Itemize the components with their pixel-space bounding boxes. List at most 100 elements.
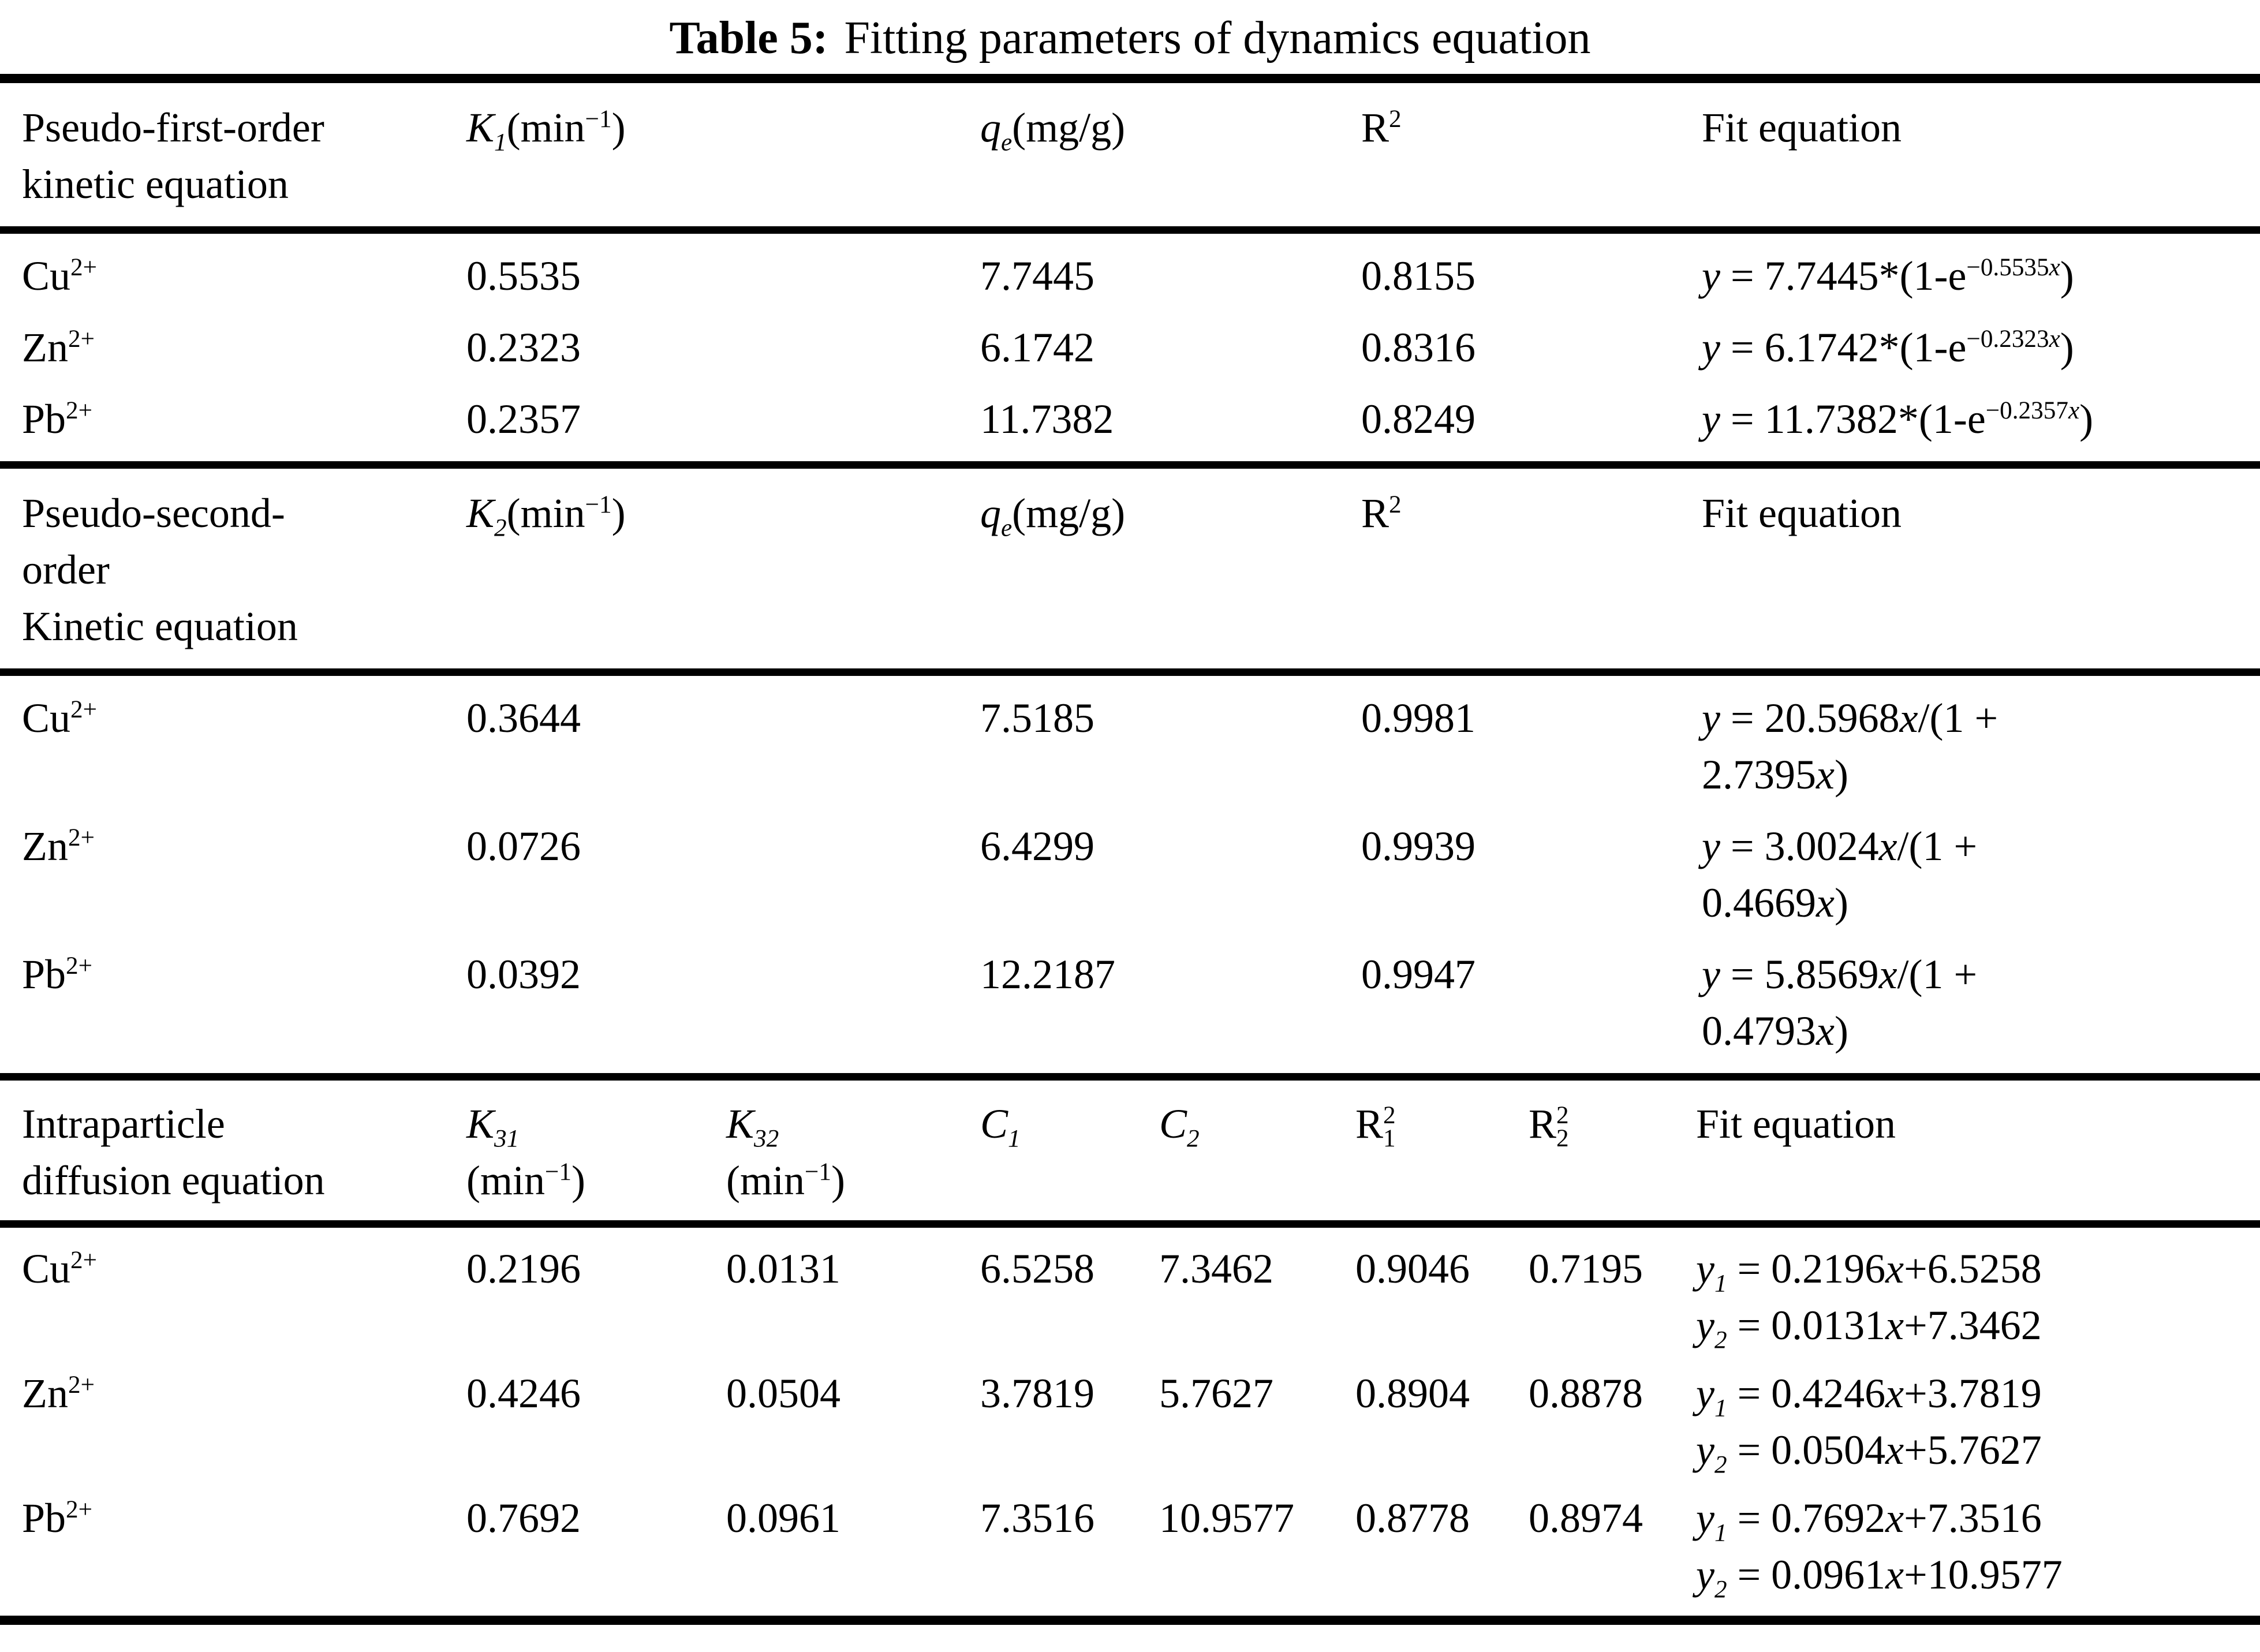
cell-fit-equation: y1 = 0.4246x+3.7819 y2 = 0.0504x+5.7627 [1696,1365,2254,1478]
section1-header-row: Pseudo-first-order kinetic equation K1(mi… [0,83,2260,226]
section-divider-rule [0,668,2260,676]
table-row: Pb2+ 0.2357 11.7382 0.8249 y = 11.7382*(… [22,391,2254,447]
column-header-model: Pseudo-second-order Kinetic equation [22,490,298,649]
cell-fit-equation: y = 3.0024x/(1 + 0.4669x) [1702,818,2254,931]
fit-line-2: 2.7395x) [1702,752,1848,798]
cell-k2: 0.0726 [466,823,581,869]
cell-r2-2: 0.7195 [1529,1246,1643,1292]
cell-r2-2: 0.8878 [1529,1370,1643,1416]
cell-k32: 0.0131 [726,1246,841,1292]
column-header-fit: Fit equation [1702,490,1902,536]
fit-line-2: y2 = 0.0504x+5.7627 [1696,1427,2042,1479]
cell-qe: 11.7382 [980,396,1114,442]
section-divider-rule [0,1073,2260,1081]
table-title: Table 5: Fitting parameters of dynamics e… [0,0,2260,74]
column-header-k2: K2(min−1) [466,490,626,542]
cell-r2: 0.8249 [1361,396,1475,442]
cell-qe: 6.4299 [980,823,1094,869]
cell-k31: 0.7692 [466,1495,581,1541]
cell-k2: 0.0392 [466,951,581,997]
cell-c2: 10.9577 [1159,1495,1294,1541]
cell-c1: 7.3516 [980,1495,1094,1541]
fit-line-1: y = 7.7445*(1-e−0.5535x) [1702,253,2074,299]
table-row: Pb2+ 0.7692 0.0961 7.3516 10.9577 0.8778… [22,1490,2254,1603]
cell-r2: 0.8316 [1361,324,1475,371]
cell-fit-equation: y = 20.5968x/(1 + 2.7395x) [1702,690,2254,803]
cell-r2: 0.9947 [1361,951,1475,997]
table-row: Zn2+ 0.0726 6.4299 0.9939 y = 3.0024x/(1… [22,818,2254,931]
cell-ion: Pb2+ [22,1495,92,1541]
column-header-k1: K1(min−1) [466,104,626,156]
cell-r2: 0.9939 [1361,823,1475,869]
cell-fit-equation: y = 6.1742*(1-e−0.2323x) [1702,319,2254,376]
fit-line-1: y = 6.1742*(1-e−0.2323x) [1702,324,2074,371]
section1-body: Cu2+ 0.5535 7.7445 0.8155 y = 7.7445*(1-… [0,234,2260,461]
fit-line-1: y = 11.7382*(1-e−0.2357x) [1702,396,2094,442]
column-header-r2-2: R22 [1529,1101,1569,1153]
fit-line-1: y = 20.5968x/(1 + [1702,695,1998,741]
cell-c1: 6.5258 [980,1246,1094,1292]
fit-line-2: 0.4669x) [1702,880,1848,926]
table-bottom-rule [0,1616,2260,1625]
cell-c2: 7.3462 [1159,1246,1273,1292]
cell-fit-equation: y = 11.7382*(1-e−0.2357x) [1702,391,2254,447]
column-header-c2: C2 [1159,1101,1200,1153]
cell-fit-equation: y1 = 0.7692x+7.3516 y2 = 0.0961x+10.9577 [1696,1490,2254,1603]
column-header-qe: qe(mg/g) [980,490,1126,542]
cell-k32: 0.0504 [726,1370,841,1416]
table-row: Zn2+ 0.2323 6.1742 0.8316 y = 6.1742*(1-… [22,319,2254,376]
fit-line-1: y1 = 0.2196x+6.5258 [1696,1246,2042,1298]
fit-line-1: y1 = 0.4246x+3.7819 [1696,1370,2042,1422]
fit-line-1: y1 = 0.7692x+7.3516 [1696,1495,2042,1547]
cell-r2-1: 0.8778 [1355,1495,1470,1541]
cell-r2: 0.8155 [1361,253,1475,299]
cell-fit-equation: y = 5.8569x/(1 + 0.4793x) [1702,946,2254,1059]
cell-k31: 0.2196 [466,1246,581,1292]
cell-r2-1: 0.8904 [1355,1370,1470,1416]
column-header-r2: R2 [1361,490,1402,536]
fit-line-2: 0.4793x) [1702,1008,1848,1054]
column-header-r2: R2 [1361,104,1402,151]
cell-c2: 5.7627 [1159,1370,1273,1416]
column-header-qe: qe(mg/g) [980,104,1126,156]
column-header-c1: C1 [980,1101,1021,1153]
fit-line-1: y = 5.8569x/(1 + [1702,951,1978,997]
column-header-model: Pseudo-first-order kinetic equation [22,104,324,207]
cell-k2: 0.3644 [466,695,581,741]
cell-ion: Cu2+ [22,1246,97,1292]
cell-qe: 6.1742 [980,324,1094,371]
section2-header-row: Pseudo-second-order Kinetic equation K2(m… [0,469,2260,668]
table-row: Zn2+ 0.4246 0.0504 3.7819 5.7627 0.8904 … [22,1365,2254,1478]
table-title-text: Fitting parameters of dynamics equation [844,13,1591,63]
column-header-fit: Fit equation [1702,104,1902,151]
table-number-label: Table 5: [669,13,828,63]
cell-ion: Pb2+ [22,396,92,442]
cell-ion: Zn2+ [22,823,95,869]
column-header-k32: K32 (min−1) [726,1101,845,1204]
section3-body: Cu2+ 0.2196 0.0131 6.5258 7.3462 0.9046 … [0,1228,2260,1616]
table-row: Cu2+ 0.3644 7.5185 0.9981 y = 20.5968x/(… [22,690,2254,803]
cell-r2: 0.9981 [1361,695,1475,741]
cell-qe: 7.5185 [980,695,1094,741]
cell-r2-1: 0.9046 [1355,1246,1470,1292]
cell-ion: Cu2+ [22,695,97,741]
cell-qe: 12.2187 [980,951,1115,997]
column-header-fit: Fit equation [1696,1101,1896,1147]
cell-fit-equation: y1 = 0.2196x+6.5258 y2 = 0.0131x+7.3462 [1696,1240,2254,1354]
cell-ion: Zn2+ [22,1370,95,1416]
section-divider-rule [0,461,2260,469]
cell-r2-2: 0.8974 [1529,1495,1643,1541]
cell-fit-equation: y = 7.7445*(1-e−0.5535x) [1702,248,2254,304]
column-header-k31: K31 (min−1) [466,1101,585,1204]
cell-k1: 0.5535 [466,253,581,299]
cell-ion: Cu2+ [22,253,97,299]
column-header-model: Intraparticle diffusion equation [22,1101,325,1204]
fit-line-1: y = 3.0024x/(1 + [1702,823,1978,869]
cell-ion: Zn2+ [22,324,95,371]
cell-c1: 3.7819 [980,1370,1094,1416]
cell-k32: 0.0961 [726,1495,841,1541]
table-row: Pb2+ 0.0392 12.2187 0.9947 y = 5.8569x/(… [22,946,2254,1059]
cell-ion: Pb2+ [22,951,92,997]
cell-k31: 0.4246 [466,1370,581,1416]
section2-body: Cu2+ 0.3644 7.5185 0.9981 y = 20.5968x/(… [0,676,2260,1073]
